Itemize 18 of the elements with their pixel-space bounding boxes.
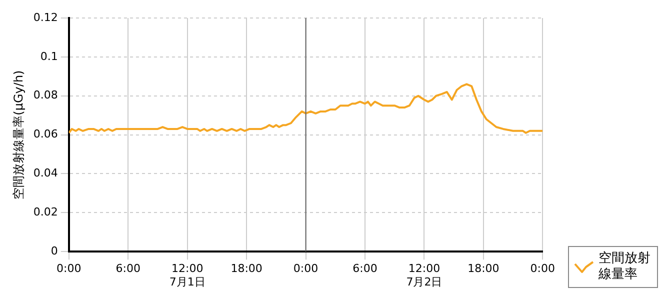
x-tick-label: 6:00 — [352, 262, 378, 276]
x-tick-label: 0:00 — [293, 262, 318, 276]
y-tick-label: 0.12 — [33, 10, 58, 24]
y-axis-title: 空間放射線量率(μGy/h) — [11, 70, 26, 200]
y-tick-label: 0.04 — [33, 166, 58, 180]
x-tick-label: 12:00 7月2日 — [406, 262, 442, 288]
y-tick-label: 0.08 — [33, 88, 58, 102]
y-tick-label: 0.02 — [33, 206, 58, 219]
y-tick-label: 0.1 — [40, 50, 58, 63]
y-tick-label: 0 — [50, 244, 58, 258]
x-tick-label: 0:00 — [56, 262, 82, 276]
x-tick-label: 12:00 7月1日 — [169, 262, 206, 288]
y-tick-label: 0.06 — [33, 128, 58, 141]
x-tick-label: 18:00 — [230, 262, 262, 276]
x-tick-label: 18:00 — [468, 262, 500, 276]
x-tick-label: 6:00 — [116, 262, 140, 276]
legend-label: 空間放射線量率 — [598, 251, 652, 283]
x-tick-label: 0:00 — [530, 262, 555, 276]
